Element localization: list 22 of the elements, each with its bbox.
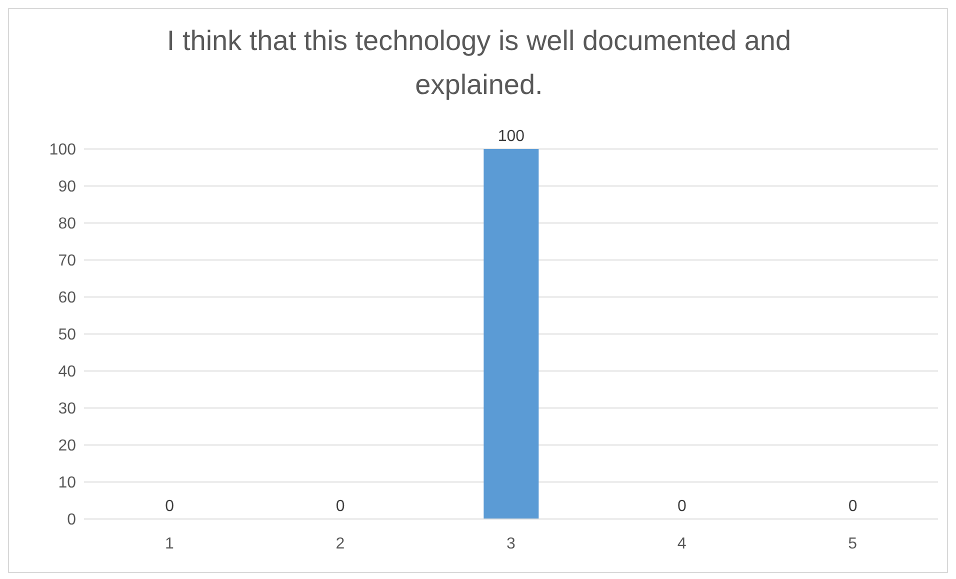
x-tick-label: 3 <box>506 535 516 552</box>
y-tick-label: 40 <box>58 364 76 381</box>
y-tick-label: 10 <box>58 474 76 492</box>
x-tick-label: 2 <box>336 535 345 552</box>
data-label: 0 <box>336 498 345 515</box>
y-tick-label: 80 <box>58 216 76 233</box>
x-tick-label: 1 <box>164 535 174 552</box>
y-tick-label: 90 <box>58 178 76 196</box>
y-tick-label: 100 <box>49 142 76 159</box>
y-tick-label: 50 <box>58 326 76 344</box>
data-label: 100 <box>498 128 525 145</box>
y-tick-label: 20 <box>58 438 76 455</box>
data-label: 0 <box>165 498 174 515</box>
y-tick-label: 60 <box>58 290 76 307</box>
y-tick-label: 70 <box>58 252 76 270</box>
chart-title: I think that this technology is well documented and explained. <box>166 24 792 102</box>
x-tick-label: 4 <box>677 535 686 552</box>
data-label: 0 <box>678 498 687 515</box>
data-label: 0 <box>848 498 858 515</box>
y-tick-label: 30 <box>58 400 76 418</box>
x-tick-label: 5 <box>848 535 858 552</box>
y-tick-label: 0 <box>67 512 76 529</box>
